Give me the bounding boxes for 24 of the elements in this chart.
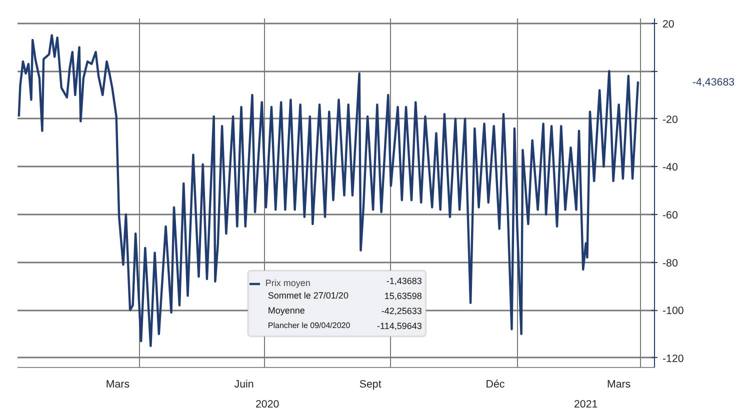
x-tick-label: Déc: [486, 378, 506, 390]
x-tick-label: Mars: [106, 378, 130, 390]
annotation: Sommet le 27/01/20: [268, 290, 348, 300]
y-tick-label: 20: [662, 18, 674, 30]
annotation: Plancher le 09/04/2020: [268, 321, 351, 330]
y-tick-label: -80: [662, 257, 678, 270]
line-series: [18, 34, 640, 348]
x-tick-label: Mars: [606, 378, 631, 390]
y-tick-label: -40: [662, 162, 678, 174]
annotation: 15,63598: [384, 291, 422, 301]
annotation: -42,25633: [381, 306, 422, 316]
text: 2020: [256, 398, 280, 410]
text: 2021: [574, 398, 598, 410]
annotation: Moyenne: [268, 306, 305, 316]
text: -4,43683: [692, 76, 735, 89]
y-tick-label: -120: [662, 352, 684, 365]
legend-label: Prix moyen: [265, 277, 310, 289]
annotation: -114,59643: [377, 321, 422, 331]
x-tick-label: Juin: [234, 378, 254, 390]
y-tick-label: -20: [662, 114, 678, 126]
x-tick-label: Sept: [359, 378, 382, 390]
y-tick-label: -100: [662, 305, 684, 318]
y-tick-label: -60: [662, 210, 678, 222]
annotation: -1,43683: [386, 276, 422, 286]
